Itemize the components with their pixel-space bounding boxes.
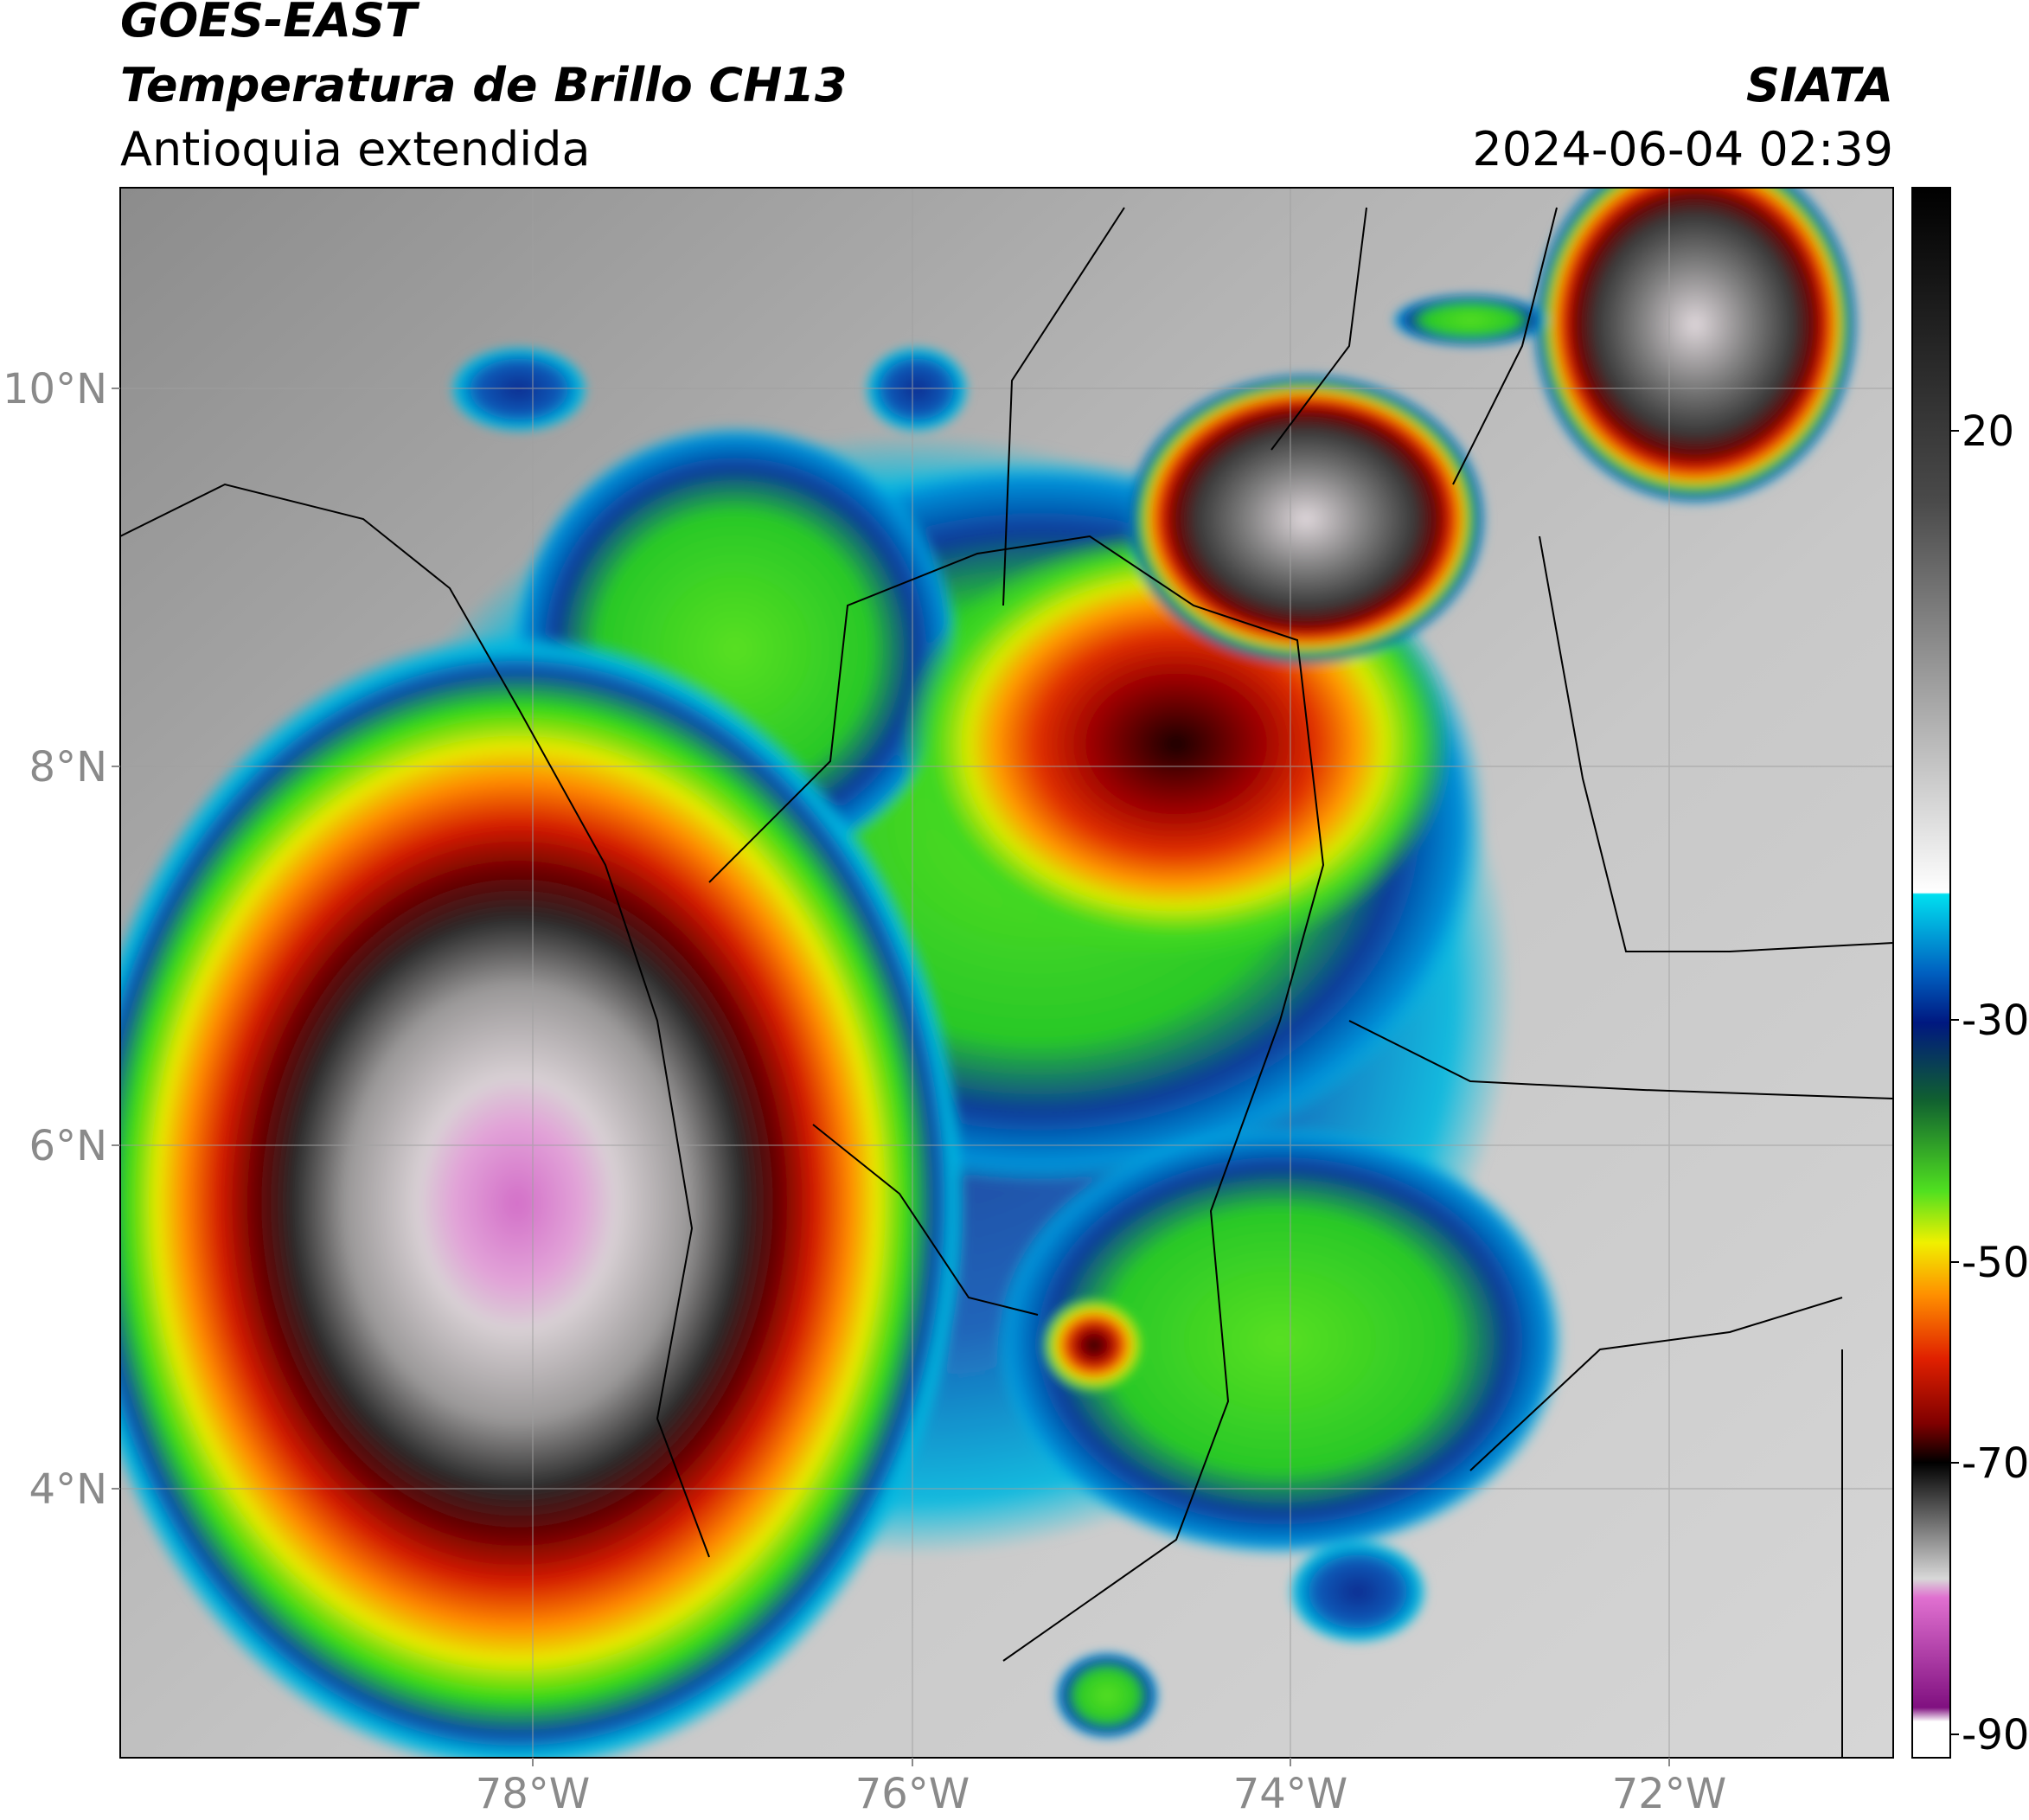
colorbar-ticks: 20 -30 -50 -70 -90 — [1950, 407, 2029, 1759]
axis-labels: 78°W 76°W 74°W 72°W 10°N 8°N 6°N 4°N — [3, 365, 1727, 1818]
colorbar-tick-label: -90 — [1962, 1711, 2029, 1759]
source-label: SIATA — [1746, 58, 1893, 112]
satellite-title: GOES-EAST — [120, 0, 420, 48]
colorbar — [1911, 187, 1951, 1759]
product-title: Temperatura de Brillo CH13 — [120, 58, 848, 112]
colorbar-tick-label: -30 — [1962, 997, 2029, 1045]
lat-label: 8°N — [29, 743, 107, 791]
datetime-label: 2024-06-04 02:39 — [1472, 122, 1893, 176]
lat-label: 10°N — [3, 365, 107, 413]
lon-label: 76°W — [855, 1770, 970, 1817]
region-subtitle: Antioquia extendida — [120, 122, 591, 176]
map-frame — [119, 187, 1894, 1759]
satellite-image — [120, 188, 1893, 1758]
lat-label: 4°N — [29, 1465, 107, 1514]
lon-label: 74°W — [1233, 1770, 1348, 1817]
colorbar-tick-label: 20 — [1962, 407, 2014, 456]
graticule — [120, 188, 1893, 1758]
lat-label: 6°N — [29, 1122, 107, 1170]
lon-label: 78°W — [476, 1770, 591, 1817]
borders — [120, 207, 1893, 1758]
lon-label: 72°W — [1612, 1770, 1727, 1817]
colorbar-tick-label: -70 — [1962, 1439, 2029, 1488]
colorbar-tick-label: -50 — [1962, 1239, 2029, 1287]
